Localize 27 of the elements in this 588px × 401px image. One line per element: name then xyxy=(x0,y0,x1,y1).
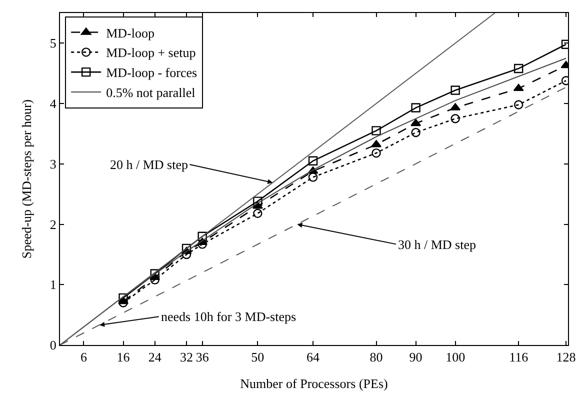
x-tick-label: 100 xyxy=(446,350,466,365)
y-tick-label: 1 xyxy=(50,277,56,292)
annotation: 20 h / MD step xyxy=(110,157,188,172)
x-tick-label: 36 xyxy=(196,350,210,365)
x-tick-label: 6 xyxy=(80,350,88,365)
y-tick-label: 0 xyxy=(50,338,56,353)
legend-label: MD-loop + setup xyxy=(106,45,196,60)
x-tick-label: 90 xyxy=(409,350,422,365)
x-tick-label: 50 xyxy=(251,350,264,365)
x-tick-label: 128 xyxy=(556,350,576,365)
legend-label: MD-loop - forces xyxy=(106,65,198,80)
y-tick-label: 3 xyxy=(50,156,56,172)
y-tick-label: 5 xyxy=(50,36,56,51)
annotation: needs 10h for 3 MD-steps xyxy=(161,309,296,324)
x-tick-label: 116 xyxy=(509,350,529,365)
y-tick-label: 2 xyxy=(50,216,56,232)
annotation: 30 h / MD step xyxy=(398,237,476,252)
x-axis-title: Number of Processors (PEs) xyxy=(240,376,388,392)
y-tick-label: 4 xyxy=(50,96,57,112)
x-tick-label: 64 xyxy=(306,350,320,365)
x-tick-label: 24 xyxy=(148,350,162,365)
x-tick-label: 16 xyxy=(116,350,130,365)
x-tick-label: 80 xyxy=(370,350,383,365)
legend-label: MD-loop xyxy=(106,25,154,40)
x-tick-label: 32 xyxy=(180,350,194,365)
y-axis-title: Speed-up (MD-steps per hour) xyxy=(18,99,34,259)
legend-label: 0.5% not parallel xyxy=(106,85,196,100)
